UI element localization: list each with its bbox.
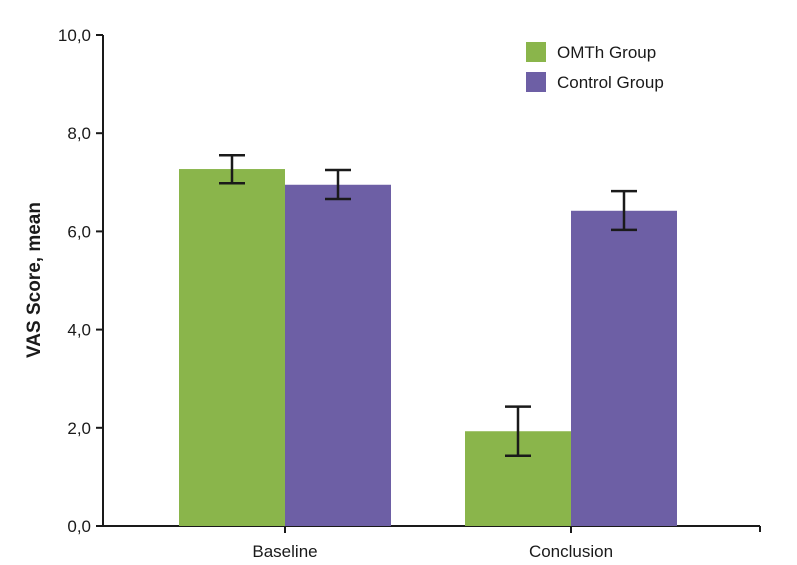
- x-tick-label: Baseline: [252, 542, 317, 561]
- y-tick-label: 0,0: [67, 517, 91, 536]
- legend-label-omth: OMTh Group: [557, 43, 656, 62]
- bar-control-conclusion: [571, 210, 677, 526]
- error-bar: [505, 405, 531, 458]
- y-tick-label: 2,0: [67, 419, 91, 438]
- y-axis: 0,0 2,0 4,0 6,0 8,0 10,0: [58, 26, 104, 536]
- y-tick-label: 10,0: [58, 26, 91, 45]
- y-axis-label: VAS Score, mean: [24, 202, 45, 358]
- legend-swatch-control: [526, 72, 546, 92]
- bar-control-baseline: [285, 184, 391, 526]
- x-axis: Baseline Conclusion: [103, 525, 761, 561]
- y-tick-label: 6,0: [67, 222, 91, 241]
- error-bar: [325, 168, 351, 201]
- bar-omth-baseline: [179, 169, 285, 526]
- error-bars: [219, 154, 637, 458]
- error-bar: [611, 189, 637, 232]
- bars: [179, 169, 677, 526]
- y-tick-label: 4,0: [67, 321, 91, 340]
- y-tick-label: 8,0: [67, 124, 91, 143]
- x-tick-label: Conclusion: [529, 542, 613, 561]
- legend: OMTh Group Control Group: [526, 42, 664, 92]
- error-bar: [219, 154, 245, 185]
- legend-swatch-omth: [526, 42, 546, 62]
- legend-label-control: Control Group: [557, 73, 664, 92]
